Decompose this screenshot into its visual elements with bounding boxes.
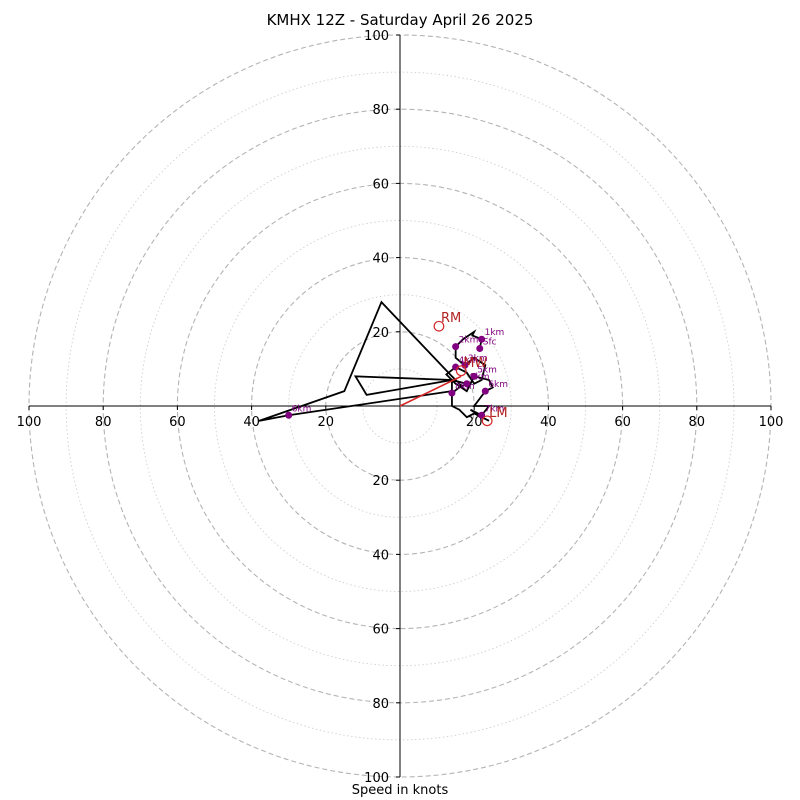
y-tick-label: 80 (372, 697, 389, 712)
height-marker-dot (452, 343, 460, 351)
height-marker-label: Sfc (483, 337, 497, 347)
y-tick-label: 60 (372, 177, 389, 192)
x-tick-label: 60 (614, 415, 631, 430)
x-tick-label: 100 (17, 415, 42, 430)
x-tick-label: 80 (689, 415, 706, 430)
x-tick-label: 40 (243, 415, 260, 430)
y-tick-label: 80 (372, 103, 389, 118)
y-tick-label: 100 (364, 29, 389, 44)
x-tick-label: 80 (95, 415, 112, 430)
height-marker-dot (470, 372, 478, 380)
hodograph-trace (258, 300, 494, 422)
x-tick-label: 20 (318, 415, 335, 430)
rm-marker (433, 320, 445, 332)
y-tick-label: 40 (372, 252, 389, 267)
y-tick-label: 40 (372, 548, 389, 563)
height-marker-dot (463, 380, 471, 388)
height-marker-dot (481, 387, 489, 395)
lm-label: LM (489, 406, 507, 421)
height-marker-label: 3km (468, 354, 488, 364)
hodograph-line (258, 300, 494, 422)
x-tick-label: 20 (466, 415, 483, 430)
height-marker-label: 8km (455, 382, 475, 392)
height-marker-label: 6km (292, 404, 312, 414)
height-marker-label: 9km (470, 373, 490, 383)
rm-label: RM (441, 311, 461, 326)
y-tick-label: 60 (372, 623, 389, 638)
y-tick-label: 20 (372, 474, 389, 489)
height-marker-dot (476, 344, 484, 352)
height-marker-label: 2km (459, 336, 479, 346)
height-marker-label: 1km (485, 328, 505, 338)
height-marker-dot (478, 335, 486, 343)
tick-labels: 100 80 60 40 20 20 40 60 80 100 20 40 60 80 100 20 40 60 8… (17, 29, 784, 786)
height-marker-label: 4km (459, 356, 479, 366)
y-tick-label: 20 (372, 326, 389, 341)
mw-marker (455, 365, 467, 377)
mean-wind-vector (399, 375, 462, 407)
height-marker-dot (448, 389, 456, 397)
x-tick-label: 100 (759, 415, 784, 430)
height-marker-label: 7km (485, 404, 505, 414)
mw-label: MW (463, 356, 487, 371)
height-marker-dot (285, 411, 293, 419)
height-marker-label: 6km (488, 380, 508, 390)
height-marker-label: 5km (477, 365, 497, 375)
x-tick-label: 40 (540, 415, 557, 430)
storm-motion: RM LM MW (399, 311, 508, 427)
y-tick-label: 100 (364, 771, 389, 786)
chart-title: KMHX 12Z - Saturday April 26 2025 (266, 11, 534, 29)
x-tick-label: 60 (169, 415, 186, 430)
x-axis-label: Speed in knots (351, 783, 449, 798)
lm-marker (481, 415, 493, 427)
